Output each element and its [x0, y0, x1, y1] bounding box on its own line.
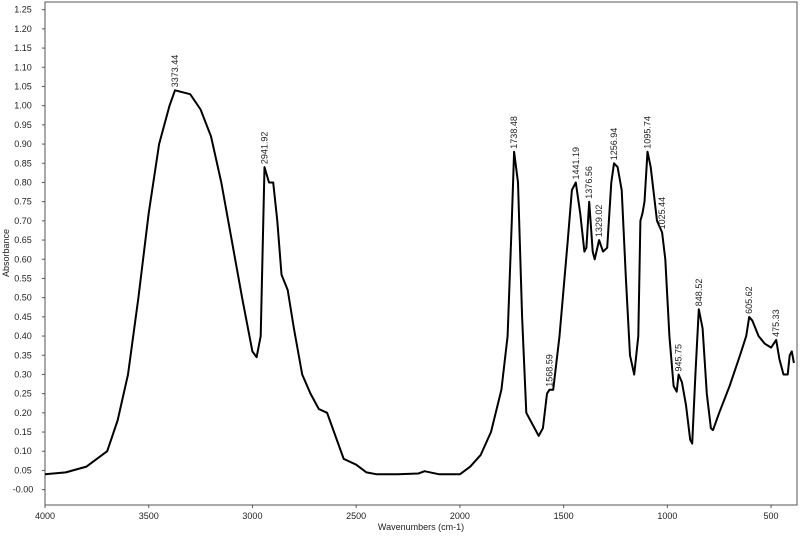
- y-tick-label: 0.50: [14, 293, 32, 303]
- spectrum-line: [44, 89, 795, 476]
- y-tick-label: 0.90: [14, 139, 32, 149]
- y-tick-label: -0.00: [13, 485, 34, 495]
- peak-label: 945.75: [674, 344, 684, 372]
- x-tick-label: 4000: [35, 511, 55, 521]
- y-tick-label: 0.75: [14, 197, 32, 207]
- x-tick-label: 500: [764, 511, 779, 521]
- y-tick-label: 0.25: [14, 389, 32, 399]
- y-tick-label: 1.00: [14, 101, 32, 111]
- peak-label: 1256.94: [609, 128, 619, 161]
- x-tick-label: 2500: [346, 511, 366, 521]
- y-tick-label: 0.65: [14, 235, 32, 245]
- y-tick-label: 0.60: [14, 254, 32, 264]
- plot-frame: [44, 1, 798, 506]
- y-tick-label: 1.15: [14, 43, 32, 53]
- peak-label: 1441.19: [571, 147, 581, 180]
- x-tick-label: 3500: [139, 511, 159, 521]
- y-tick-label: 0.70: [14, 216, 32, 226]
- peak-label: 1568.59: [544, 354, 554, 387]
- peak-label: 2941.92: [260, 132, 270, 165]
- x-tick-label: 3000: [242, 511, 262, 521]
- peak-label: 848.52: [694, 279, 704, 307]
- peak-label: 475.33: [771, 309, 781, 337]
- y-axis-label: Absorbance: [1, 229, 11, 277]
- y-tick-label: 1.20: [14, 24, 32, 34]
- y-tick-label: 0.15: [14, 427, 32, 437]
- peak-label: 3373.44: [170, 55, 180, 88]
- peak-label: 1376.56: [584, 166, 594, 199]
- x-tick-label: 1500: [554, 511, 574, 521]
- peak-label: 1738.48: [509, 116, 519, 149]
- y-tick-label: 1.05: [14, 81, 32, 91]
- y-tick-label: 0.05: [14, 465, 32, 475]
- y-tick-label: 0.30: [14, 369, 32, 379]
- y-tick-label: 0.35: [14, 350, 32, 360]
- peak-label: 605.62: [744, 286, 754, 314]
- y-tick-label: 0.10: [14, 446, 32, 456]
- x-axis-label: Wavenumbers (cm-1): [378, 522, 464, 532]
- y-tick-label: 0.80: [14, 177, 32, 187]
- y-tick-label: 0.95: [14, 120, 32, 130]
- peak-label: 1329.02: [594, 205, 604, 238]
- peak-label: 1025.44: [657, 197, 667, 230]
- y-tick-label: 1.25: [14, 5, 32, 15]
- y-tick-label: 0.20: [14, 408, 32, 418]
- y-tick-label: 1.10: [14, 62, 32, 72]
- x-tick-label: 1000: [657, 511, 677, 521]
- x-tick-label: 2000: [450, 511, 470, 521]
- y-tick-label: 0.45: [14, 312, 32, 322]
- y-tick-label: 0.55: [14, 273, 32, 283]
- peak-label: 1095.74: [643, 116, 653, 149]
- y-tick-label: 0.85: [14, 158, 32, 168]
- y-tick-label: 0.40: [14, 331, 32, 341]
